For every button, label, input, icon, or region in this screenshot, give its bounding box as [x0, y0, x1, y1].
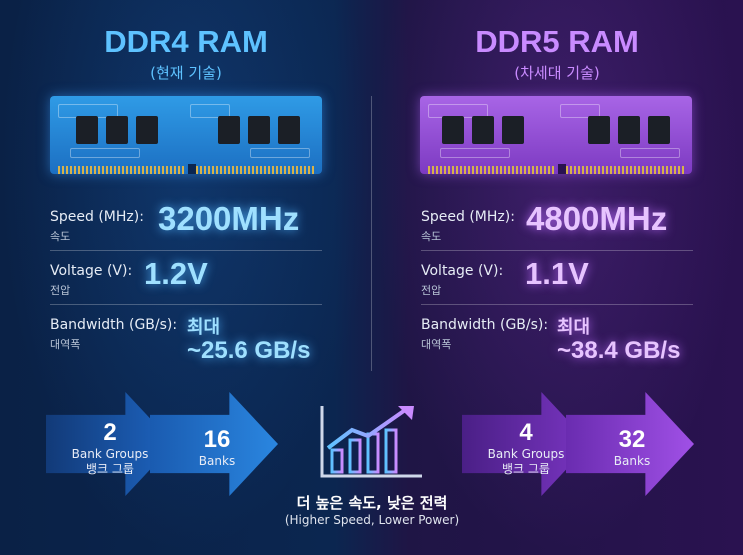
ddr5-bank-groups-label-ko: 뱅크 그룹	[502, 462, 550, 476]
ddr4-title: DDR4 RAM	[104, 24, 268, 59]
center-title: 더 높은 속도, 낮은 전력	[296, 494, 448, 512]
ddr4-subtitle: (현재 기술)	[150, 64, 222, 82]
ddr4-bank-groups: 2 Bank Groups 뱅크 그룹	[60, 419, 160, 477]
ddr5-voltage-label-ko: 전압	[421, 284, 442, 297]
ddr5-banks-label: Banks	[613, 454, 651, 468]
center-divider	[371, 96, 372, 371]
ddr4-voltage-label: Voltage (V):	[50, 263, 133, 279]
ddr5-bank-groups: 4 Bank Groups 뱅크 그룹	[476, 419, 576, 477]
ddr5-bandwidth-label: Bandwidth (GB/s):	[421, 317, 549, 333]
ddr4-bank-groups-number: 2	[103, 419, 117, 446]
ddr4-banks-number: 16	[203, 426, 231, 453]
ddr5-bandwidth-max: 최대	[557, 317, 591, 337]
ddr5-bandwidth-label-ko: 대역폭	[421, 338, 452, 351]
ddr5-ram-module-icon	[420, 96, 692, 174]
ddr4-bandwidth-label-ko: 대역폭	[50, 338, 81, 351]
ddr5-separator-1	[421, 250, 693, 251]
ddr5-voltage-value: 1.1V	[525, 256, 589, 291]
ddr5-speed-label: Speed (MHz):	[421, 209, 515, 225]
ddr5-voltage-label: Voltage (V):	[421, 263, 504, 279]
ddr5-speed-value: 4800MHz	[526, 200, 668, 237]
ddr4-voltage-label-ko: 전압	[50, 284, 71, 297]
ddr4-bandwidth-max: 최대	[187, 317, 221, 337]
ddr4-banks-label: Banks	[198, 454, 236, 468]
ddr5-speed-label-ko: 속도	[421, 230, 442, 243]
ddr5-bank-groups-label: Bank Groups	[487, 447, 565, 461]
ddr5-banks: 32 Banks	[582, 426, 682, 469]
ddr4-separator-2	[50, 304, 322, 305]
ddr4-bank-groups-label: Bank Groups	[71, 447, 149, 461]
ddr4-speed-label: Speed (MHz):	[50, 209, 144, 225]
ddr5-separator-2	[421, 304, 693, 305]
ddr4-banks: 16 Banks	[167, 426, 267, 469]
ddr4-ram-module-icon	[50, 96, 322, 174]
ddr5-bank-groups-number: 4	[519, 419, 533, 446]
ddr4-speed-value: 3200MHz	[158, 200, 300, 237]
ddr5-bandwidth-value: ~38.4 GB/s	[557, 337, 681, 364]
ddr5-banks-number: 32	[618, 426, 646, 453]
ddr5-subtitle: (차세대 기술)	[514, 64, 600, 82]
ddr5-title: DDR5 RAM	[475, 24, 639, 59]
ddr4-bandwidth-label: Bandwidth (GB/s):	[50, 317, 178, 333]
ddr4-speed-label-ko: 속도	[50, 230, 71, 243]
growth-chart-icon	[320, 406, 422, 478]
ddr4-voltage-value: 1.2V	[144, 256, 208, 291]
ddr4-bandwidth-value: ~25.6 GB/s	[187, 337, 311, 364]
ddr4-separator-1	[50, 250, 322, 251]
center-subtitle: (Higher Speed, Lower Power)	[284, 513, 460, 527]
ddr4-bank-groups-label-ko: 뱅크 그룹	[86, 462, 134, 476]
